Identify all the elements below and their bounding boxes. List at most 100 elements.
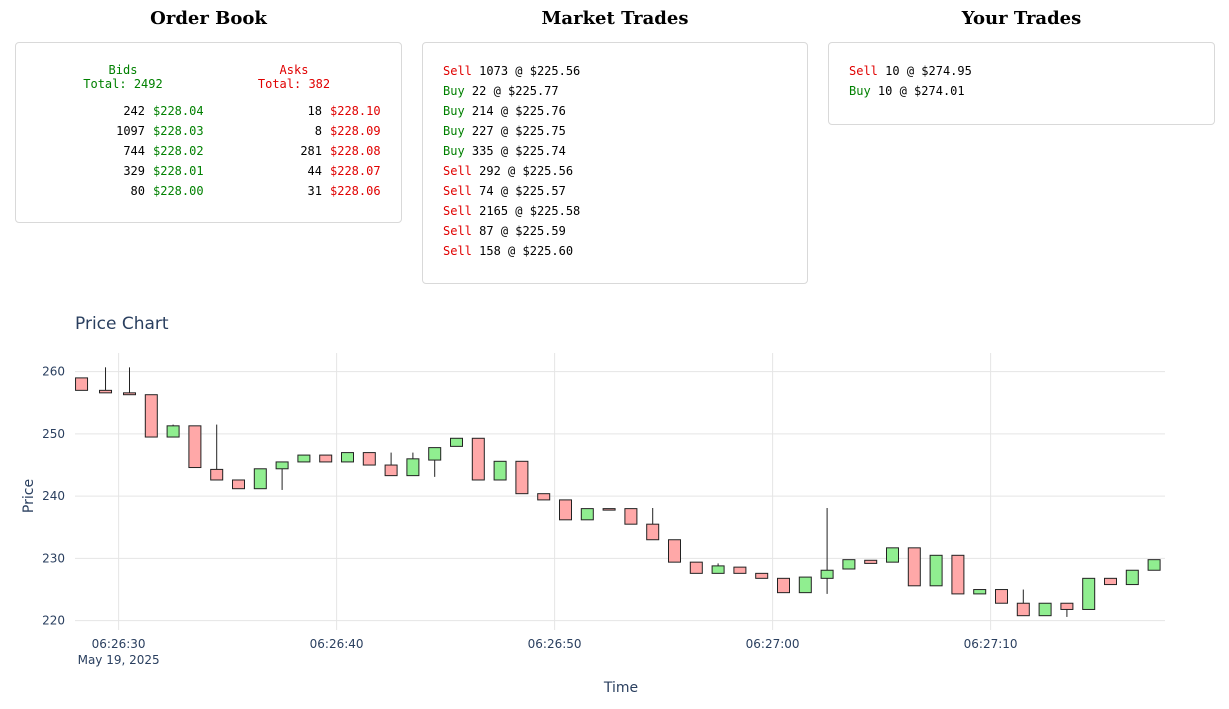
asks-qty: 18 <box>307 104 322 118</box>
x-axis-ticks: 06:26:30 May 19, 2025 06:26:40 06:26:50 06:2… <box>78 637 1018 667</box>
candle-body <box>188 425 202 469</box>
candle[interactable] <box>428 447 442 477</box>
candle[interactable] <box>450 437 463 447</box>
candle[interactable] <box>798 576 812 594</box>
candle[interactable] <box>1016 589 1030 617</box>
candle-body <box>123 392 136 396</box>
candle-body <box>1125 569 1139 586</box>
candle[interactable] <box>188 425 202 469</box>
bids-row[interactable]: 80 $228.00 <box>76 181 206 201</box>
candle[interactable] <box>755 572 769 579</box>
candle[interactable] <box>99 367 113 394</box>
trade-row: Buy 22 @ $225.77 <box>443 81 807 101</box>
candle[interactable] <box>144 394 158 438</box>
candle[interactable] <box>973 589 987 595</box>
trade-side: Sell <box>443 64 472 78</box>
candle[interactable] <box>602 508 616 511</box>
trade-detail: 227 @ $225.75 <box>471 124 566 138</box>
candle[interactable] <box>232 479 245 490</box>
candle-body <box>689 561 703 574</box>
candle[interactable] <box>493 460 507 481</box>
asks-row[interactable]: 8 $228.09 <box>252 121 382 141</box>
candle[interactable] <box>341 452 354 463</box>
candle[interactable] <box>1125 569 1139 586</box>
asks-qty: 44 <box>307 164 322 178</box>
candle-body <box>602 508 616 511</box>
candle[interactable] <box>1060 602 1074 617</box>
candle[interactable] <box>406 452 420 477</box>
asks-row[interactable]: 281 $228.08 <box>252 141 382 161</box>
bids-price: $228.03 <box>153 124 204 138</box>
trade-row: Sell 158 @ $225.60 <box>443 241 807 261</box>
candle-body <box>1038 602 1052 617</box>
candlestick-series[interactable] <box>75 367 1161 617</box>
candle[interactable] <box>580 508 594 521</box>
candle[interactable] <box>210 424 224 481</box>
candle[interactable] <box>777 577 790 594</box>
bids-row[interactable]: 329 $228.01 <box>76 161 206 181</box>
y-axis-ticks: 220 230 240 250 260 <box>42 365 65 628</box>
candle[interactable] <box>1082 577 1096 610</box>
x-tick-label: 06:26:50 <box>528 637 582 651</box>
trade-row: Buy 335 @ $225.74 <box>443 141 807 161</box>
candle[interactable] <box>864 559 878 564</box>
asks-row[interactable]: 44 $228.07 <box>252 161 382 181</box>
trade-detail: 10 @ $274.01 <box>877 84 965 98</box>
candle[interactable] <box>319 454 333 463</box>
candle[interactable] <box>537 493 551 501</box>
trade-row: Sell 74 @ $225.57 <box>443 181 807 201</box>
candle[interactable] <box>820 507 834 594</box>
candle[interactable] <box>733 566 747 574</box>
candle[interactable] <box>297 454 311 463</box>
candle[interactable] <box>668 539 681 563</box>
candle[interactable] <box>75 377 89 391</box>
candle-body <box>580 508 594 521</box>
bids-row[interactable]: 242 $228.04 <box>76 101 206 121</box>
candle-body <box>232 479 245 490</box>
candle-body <box>99 389 113 394</box>
candle[interactable] <box>646 507 660 541</box>
candle[interactable] <box>275 461 289 490</box>
bids-price: $228.04 <box>153 104 204 118</box>
bids-row[interactable]: 1097 $228.03 <box>76 121 206 141</box>
candle-body <box>450 437 463 447</box>
candle[interactable] <box>123 367 136 396</box>
trade-side: Sell <box>849 64 878 78</box>
your-trades-panel: Sell 10 @ $274.95 Buy 10 @ $274.01 <box>828 42 1215 125</box>
asks-qty: 8 <box>314 124 322 138</box>
candle[interactable] <box>929 554 943 587</box>
candle[interactable] <box>689 561 703 574</box>
candle[interactable] <box>166 424 180 438</box>
candle-body <box>1016 602 1030 617</box>
candle[interactable] <box>384 452 398 477</box>
y-tick-label: 240 <box>42 489 65 503</box>
bids-qty: 242 <box>123 104 145 118</box>
candle[interactable] <box>907 547 921 587</box>
bids-row[interactable]: 744 $228.02 <box>76 141 206 161</box>
candle-body <box>907 547 921 587</box>
asks-row[interactable]: 18 $228.10 <box>252 101 382 121</box>
trade-side: Buy <box>443 104 465 118</box>
price-chart[interactable]: Price Chart 220 230 240 250 260 06:26:30 May … <box>0 300 1229 709</box>
candle-body <box>75 377 89 391</box>
candle[interactable] <box>559 499 572 521</box>
x-tick-date: May 19, 2025 <box>78 653 160 667</box>
asks-qty: 281 <box>300 144 322 158</box>
candle[interactable] <box>1104 577 1117 586</box>
asks-row[interactable]: 31 $228.06 <box>252 181 382 201</box>
candle[interactable] <box>995 589 1008 604</box>
candle[interactable] <box>362 452 376 466</box>
candle[interactable] <box>471 437 485 481</box>
candle[interactable] <box>951 554 965 595</box>
trade-row: Sell 87 @ $225.59 <box>443 221 807 241</box>
candle[interactable] <box>624 508 638 525</box>
candle[interactable] <box>886 547 899 563</box>
candle[interactable] <box>711 563 725 574</box>
trade-row: Buy 227 @ $225.75 <box>443 121 807 141</box>
candle-body <box>951 554 965 595</box>
candle[interactable] <box>515 460 529 495</box>
candle[interactable] <box>1038 602 1052 617</box>
candle[interactable] <box>253 468 267 490</box>
candle[interactable] <box>842 559 856 570</box>
candle[interactable] <box>1147 559 1161 571</box>
